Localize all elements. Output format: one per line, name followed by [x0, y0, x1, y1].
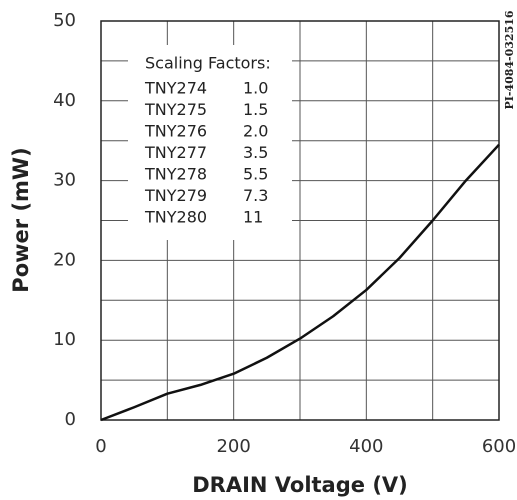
y-tick-label: 50	[53, 10, 76, 31]
power-curve	[100, 143, 500, 422]
device-name: TNY275	[144, 100, 207, 119]
plot-frame	[100, 20, 500, 421]
scaling-factor: 1.5	[243, 100, 268, 119]
legend-box	[128, 45, 292, 240]
y-tick-label: 10	[53, 329, 76, 350]
scaling-factor: 2.0	[243, 122, 268, 141]
legend-title: Scaling Factors:	[145, 54, 271, 73]
y-tick-label: 20	[53, 249, 76, 270]
y-tick-label: 40	[53, 90, 76, 111]
scaling-factor: 5.5	[243, 165, 268, 184]
x-tick-label: 0	[95, 436, 106, 457]
y-axis-title: Power (mW)	[9, 147, 33, 292]
device-name: TNY277	[144, 143, 207, 162]
device-name: TNY274	[144, 79, 207, 98]
device-name: TNY279	[144, 186, 207, 205]
device-name: TNY278	[144, 165, 207, 184]
x-axis-title: DRAIN Voltage (V)	[192, 473, 408, 497]
scaling-factor: 1.0	[243, 79, 268, 98]
device-name: TNY276	[144, 122, 207, 141]
figure-code: PI-4084-032516	[503, 10, 516, 109]
x-tick-label: 600	[482, 436, 516, 457]
x-tick-label: 200	[216, 436, 250, 457]
scaling-factor: 7.3	[243, 186, 268, 205]
scaling-factor: 11	[243, 208, 263, 227]
device-name: TNY280	[144, 208, 207, 227]
y-tick-label: 0	[65, 409, 76, 430]
scaling-factor: 3.5	[243, 143, 268, 162]
x-tick-label: 400	[349, 436, 383, 457]
y-tick-label: 30	[53, 170, 76, 191]
